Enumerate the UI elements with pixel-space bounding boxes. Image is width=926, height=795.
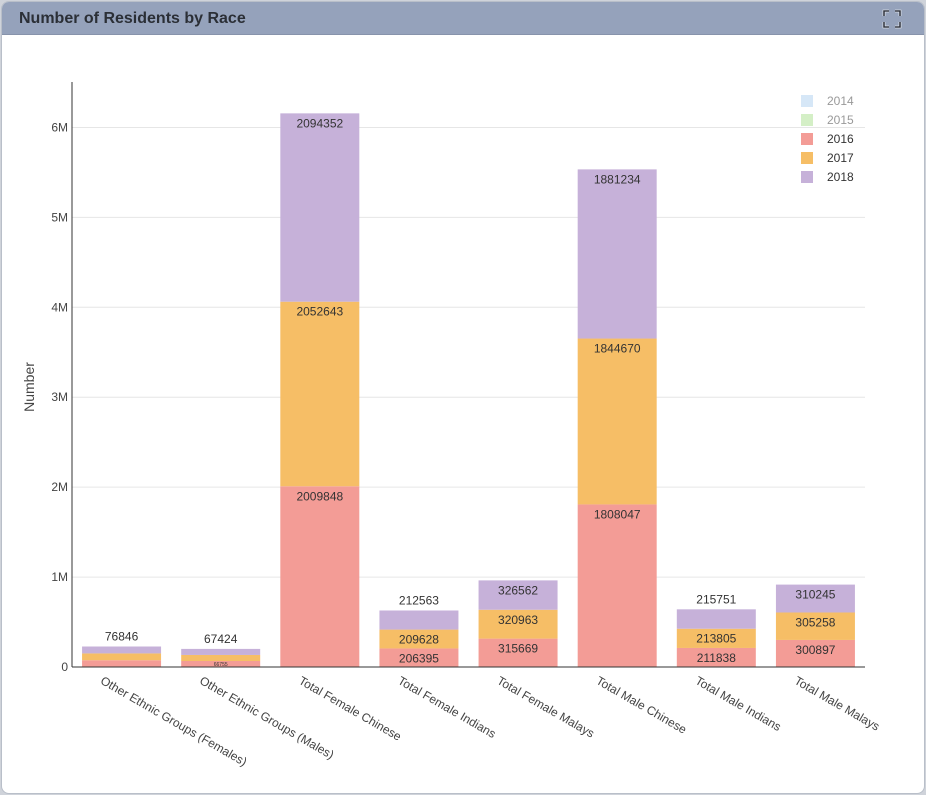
legend-swatch-2017[interactable] [801,152,813,164]
legend-swatch-2018[interactable] [801,171,813,183]
x-tick-label: Total Female Malays [495,673,597,740]
bar-2016-2[interactable] [280,486,360,667]
bar-2017-4[interactable] [478,609,558,639]
data-label: 310245 [795,588,835,602]
bar-2018-4[interactable] [478,580,558,610]
data-label: 213805 [696,632,736,646]
bar-2018-6[interactable] [676,609,756,629]
bar-2017-5[interactable] [577,338,657,505]
bar-2016-0[interactable] [82,660,162,667]
data-label: 326562 [498,583,538,597]
bar-2016-7[interactable] [775,639,855,667]
bar-2018-3[interactable] [379,610,459,630]
data-label: 66755 [214,662,228,668]
y-tick-label: 5M [51,210,68,224]
bar-2017-3[interactable] [379,629,459,649]
y-tick-label: 0 [61,660,68,674]
data-label: 67424 [204,632,238,646]
legend-label-2017[interactable]: 2017 [827,151,854,165]
panel-title: Number of Residents by Race [19,10,246,27]
x-tick-label: Total Male Chinese [594,673,690,736]
bar-2016-3[interactable] [379,648,459,667]
bar-2018-5[interactable] [577,169,657,339]
x-tick-label: Total Female Chinese [296,673,404,743]
bar-2016-1[interactable] [181,660,261,667]
bar-2017-6[interactable] [676,628,756,648]
legend-label-2018[interactable]: 2018 [827,170,854,184]
y-tick-label: 6M [51,120,68,134]
data-label: 212563 [399,593,439,607]
legend-swatch-2014[interactable] [801,95,813,107]
data-label: 2009848 [296,489,343,503]
bar-2018-0[interactable] [82,646,162,654]
legend-label-2016[interactable]: 2016 [827,132,854,146]
data-label: 211838 [697,651,736,665]
legend-swatch-2015[interactable] [801,114,813,126]
y-tick-label: 1M [51,570,68,584]
bar-2016-4[interactable] [478,638,558,667]
y-tick-label: 2M [51,480,68,494]
y-tick-label: 4M [51,300,68,314]
x-tick-label: Total Male Malays [792,673,882,733]
data-label: 320963 [498,613,538,627]
legend-swatch-2016[interactable] [801,133,813,145]
bar-2017-1[interactable] [181,654,261,661]
data-label: 2052643 [296,305,343,319]
bar-2017-2[interactable] [280,301,360,487]
data-label: 2094352 [296,116,343,130]
x-tick-label: Total Female Indians [395,673,498,740]
bar-2016-6[interactable] [676,647,756,667]
x-tick-label: Total Male Indians [693,673,784,733]
data-label: 300897 [795,643,835,657]
bar-2018-1[interactable] [181,648,261,655]
data-label: 76846 [105,630,139,644]
bar-2017-0[interactable] [82,653,162,661]
data-label: 215751 [696,592,736,606]
y-tick-label: 3M [51,390,68,404]
data-label: 305258 [795,615,835,629]
data-label: 1881234 [594,172,641,186]
legend-label-2014[interactable]: 2014 [827,94,854,108]
bar-2018-7[interactable] [775,584,855,613]
data-label: 209628 [399,633,439,647]
bar-2016-5[interactable] [577,504,657,667]
expand-icon[interactable] [882,9,902,29]
data-label: 206395 [399,651,439,665]
data-label: 1844670 [594,342,641,356]
data-label: 1808047 [594,507,641,521]
bar-2018-2[interactable] [280,113,360,302]
y-axis-title: Number [21,362,37,412]
legend-label-2015[interactable]: 2015 [827,113,854,127]
data-label: 315669 [498,642,538,656]
panel-header: Number of Residents by Race [2,2,924,35]
bar-2017-7[interactable] [775,612,855,640]
